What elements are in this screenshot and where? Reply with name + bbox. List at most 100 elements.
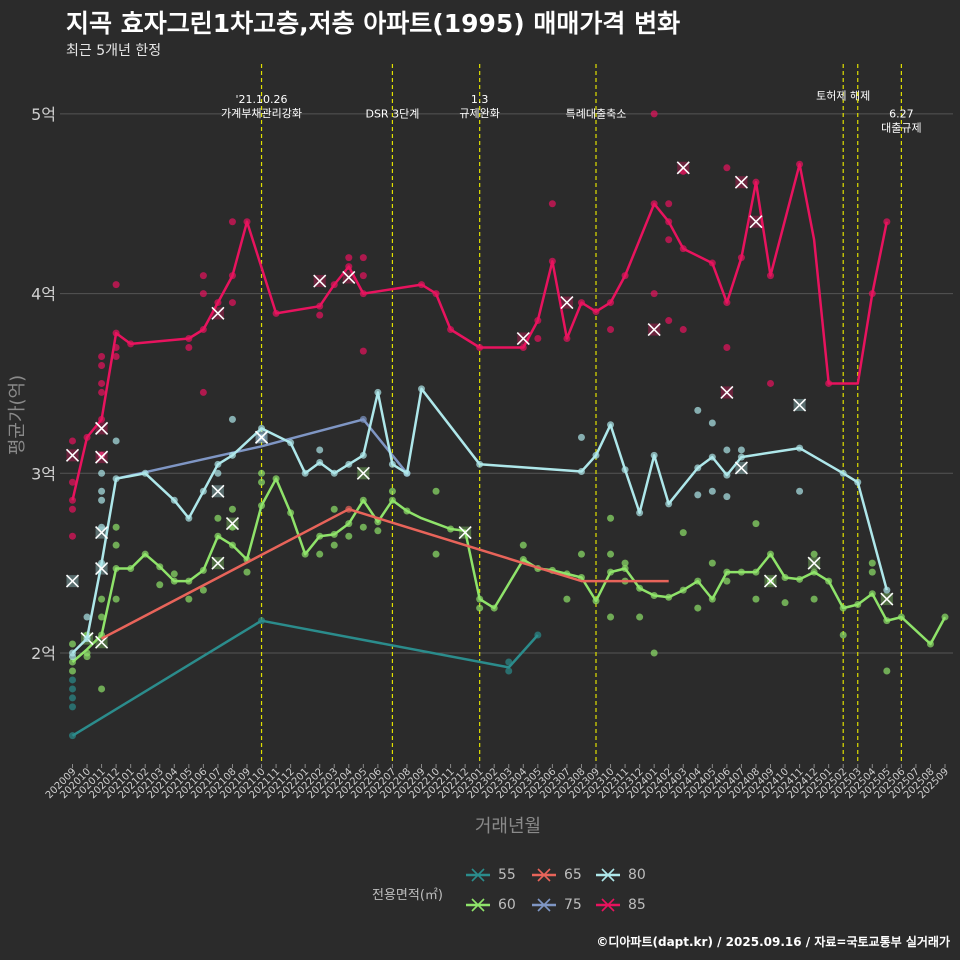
data-point — [112, 437, 120, 445]
data-point — [374, 527, 382, 535]
data-point — [359, 254, 367, 262]
series-line — [115, 418, 408, 480]
data-point — [98, 487, 106, 495]
data-point — [359, 523, 367, 531]
cancelled-deal-cross — [734, 175, 748, 189]
data-point — [69, 505, 76, 513]
data-point — [258, 469, 266, 477]
event-label: 6.27 대출규제 — [881, 107, 921, 134]
data-point — [607, 550, 615, 558]
legend-label: 85 — [628, 897, 646, 913]
data-point — [69, 703, 76, 711]
legend-swatch — [466, 898, 490, 912]
series-55 — [69, 617, 542, 740]
cancelled-deal-cross — [458, 526, 472, 540]
cancelled-deal-cross — [211, 306, 225, 320]
cancelled-deal-cross — [95, 526, 109, 540]
legend-swatch — [532, 898, 556, 912]
event-label: DSR 3단계 — [365, 107, 419, 120]
legend-swatch — [596, 868, 620, 882]
data-point — [359, 272, 367, 280]
y-axis: 2억 3억 4억 5억 — [31, 105, 56, 663]
x-axis: 2020092020102020112020122021012021022021… — [44, 764, 951, 801]
legend-item-60: 60 — [464, 894, 524, 916]
data-point — [98, 685, 106, 693]
data-point — [679, 326, 687, 334]
data-point — [112, 523, 120, 531]
data-point — [577, 433, 585, 441]
cancelled-deal-cross — [807, 556, 821, 570]
cancelled-deal-cross — [793, 398, 807, 412]
cancelled-deal-cross — [647, 322, 661, 337]
data-point — [796, 487, 804, 495]
data-point — [723, 577, 731, 585]
y-tick-label: 2억 — [31, 644, 56, 663]
y-tick-label: 5억 — [31, 105, 56, 124]
data-point — [767, 379, 774, 387]
data-point — [258, 478, 266, 486]
series-line — [71, 619, 539, 737]
data-point — [723, 493, 731, 501]
data-point — [868, 559, 876, 567]
data-point — [752, 595, 760, 603]
series-80 — [65, 385, 891, 661]
cancelled-deal-cross — [65, 448, 80, 462]
data-point — [476, 604, 484, 612]
legend-label: 60 — [498, 897, 516, 913]
cancelled-deal-cross — [95, 561, 109, 576]
gridlines — [60, 113, 953, 654]
data-point — [607, 514, 615, 522]
data-point — [388, 487, 396, 495]
legend-swatch — [532, 868, 556, 882]
series-line — [71, 162, 889, 501]
data-point — [199, 586, 207, 594]
legend-label: 80 — [628, 867, 646, 883]
legend-label: 65 — [564, 867, 582, 883]
data-point — [359, 347, 367, 355]
series-85 — [65, 110, 891, 540]
cancelled-deal-cross — [749, 215, 763, 229]
data-point — [199, 388, 207, 396]
data-point — [69, 478, 76, 486]
cancelled-deal-cross — [211, 556, 225, 570]
event-label: 특례대출축소 — [566, 107, 627, 120]
data-point — [69, 676, 76, 684]
event-label: '21.10.26 가계부채관리강화 — [221, 93, 302, 120]
cancelled-deal-cross — [342, 270, 356, 284]
legend-item-55: 55 — [464, 864, 524, 886]
data-point — [737, 446, 745, 454]
cancelled-deal-cross — [880, 592, 894, 606]
cancelled-deal-cross — [763, 574, 778, 588]
data-point — [665, 236, 673, 244]
data-point — [69, 437, 76, 445]
data-point — [98, 361, 106, 369]
data-point — [243, 568, 251, 576]
data-point — [316, 446, 324, 454]
data-point — [665, 200, 673, 208]
data-point — [98, 379, 106, 387]
data-point — [316, 311, 324, 319]
data-point — [810, 595, 818, 603]
cancelled-deal-cross — [560, 296, 574, 310]
data-point — [432, 487, 440, 495]
data-point — [548, 200, 556, 208]
data-point — [214, 514, 222, 522]
data-point — [228, 218, 236, 226]
data-point — [228, 505, 236, 513]
cancelled-deal-cross — [720, 385, 734, 400]
data-point — [83, 613, 91, 621]
data-point — [708, 419, 716, 427]
data-point — [69, 653, 76, 661]
cancelled-deal-cross — [676, 161, 690, 175]
data-point — [112, 281, 120, 289]
data-point — [868, 568, 876, 576]
legend-item-75: 75 — [530, 894, 590, 916]
cancelled-deal-cross — [254, 430, 269, 444]
series-line — [71, 387, 889, 654]
data-point — [519, 541, 527, 549]
data-point — [98, 613, 106, 621]
cancelled-deal-cross — [65, 574, 80, 588]
data-point — [534, 335, 542, 343]
data-point — [650, 110, 658, 118]
data-point — [199, 290, 207, 298]
